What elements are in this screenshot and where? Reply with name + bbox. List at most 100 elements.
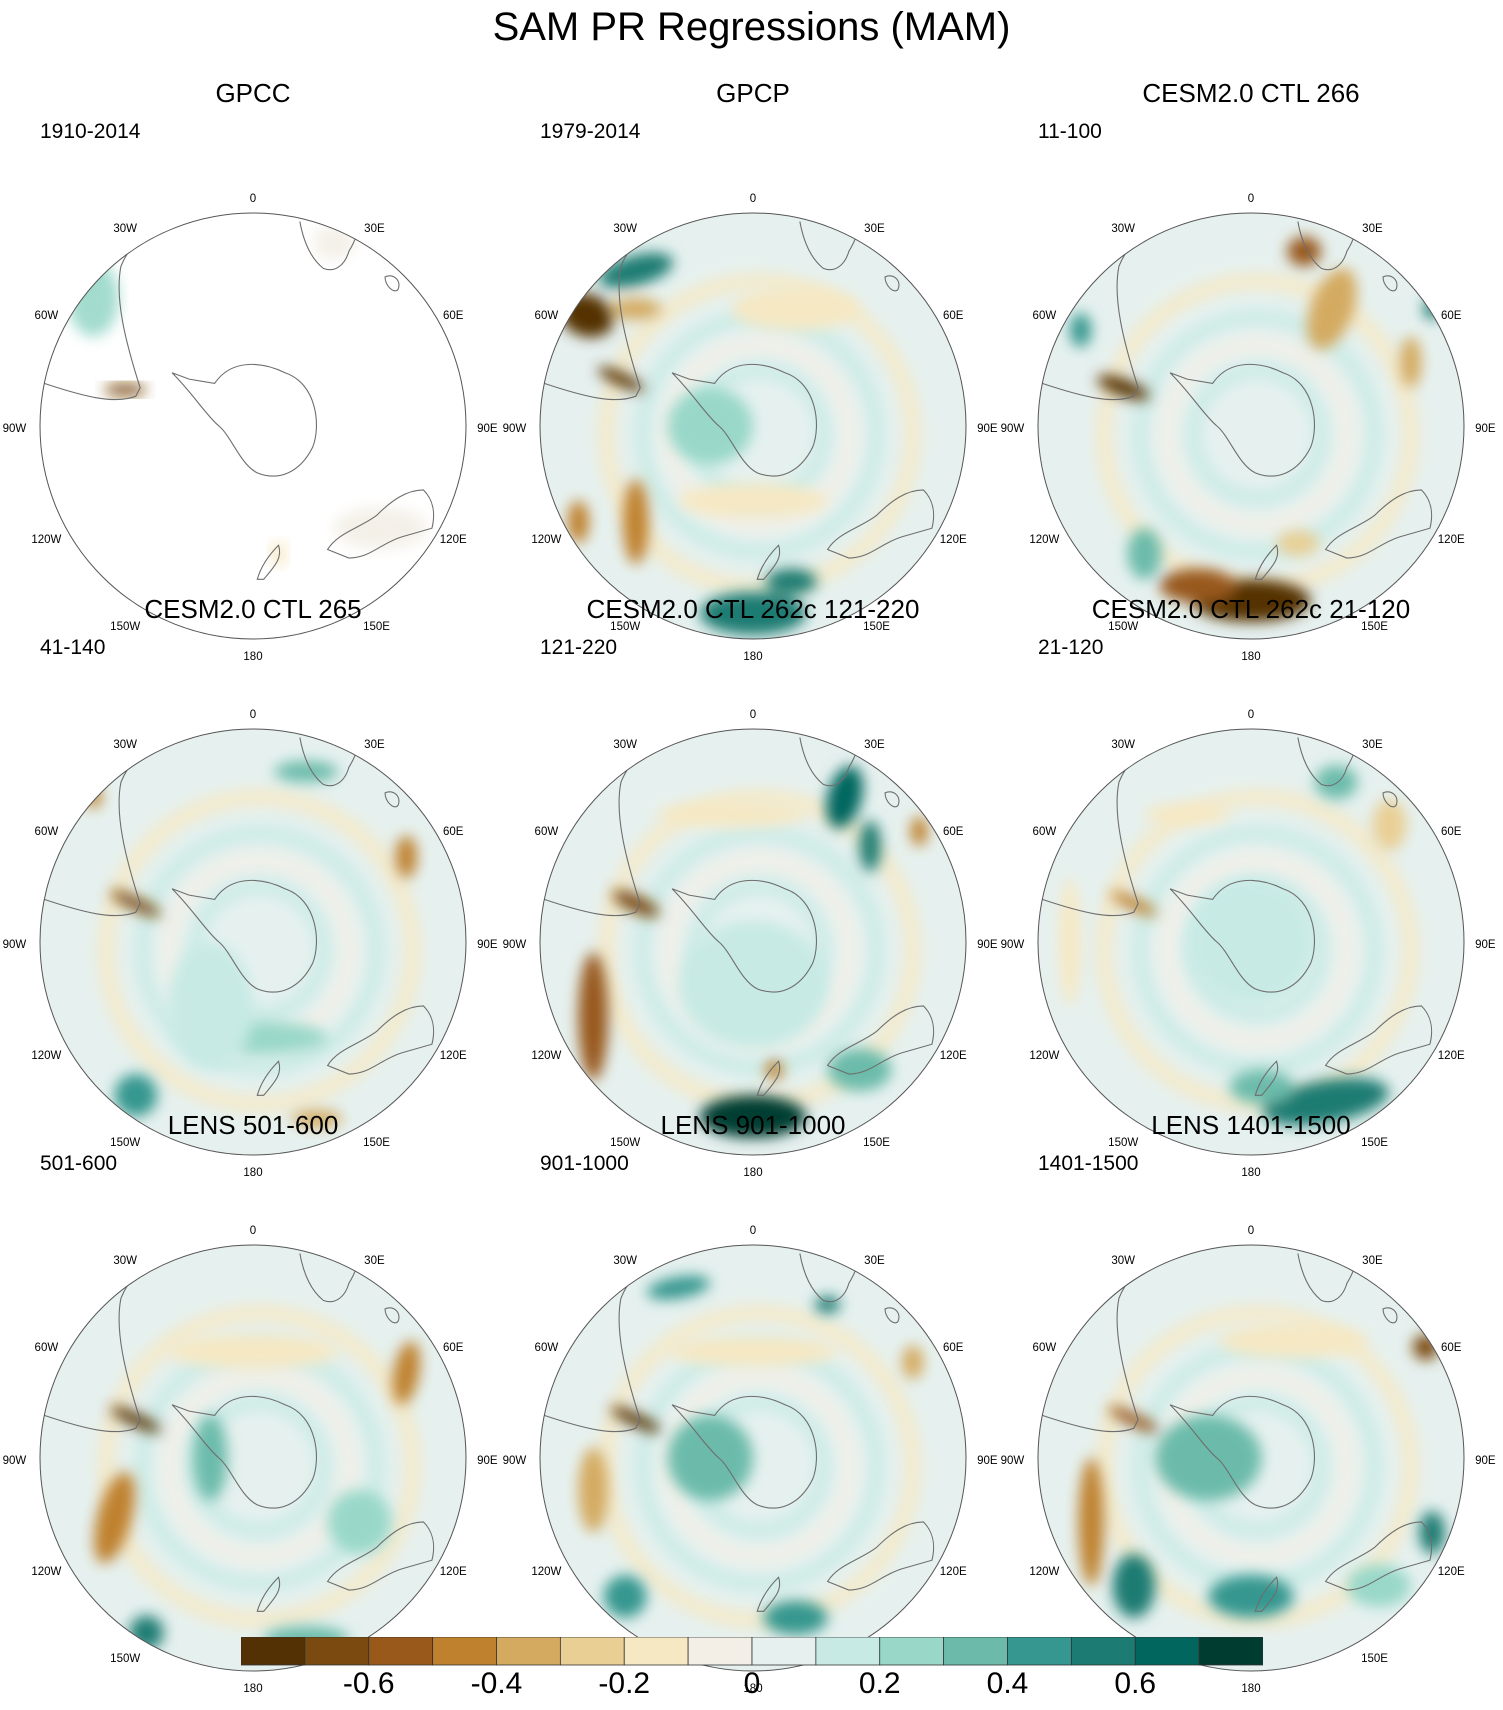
longitude-label: 120W <box>31 534 61 546</box>
longitude-label: 180 <box>1241 1683 1260 1695</box>
panel-period-label: 1910-2014 <box>40 120 141 143</box>
longitude-label: 90E <box>977 939 998 951</box>
anomaly-region <box>167 942 253 1070</box>
longitude-label: 150E <box>1361 1137 1388 1149</box>
anomaly-region <box>765 568 817 595</box>
anomaly-region <box>814 1296 841 1314</box>
anomaly-region <box>392 1341 421 1405</box>
longitude-label: 90W <box>3 939 27 951</box>
coastline <box>1254 1060 1279 1096</box>
map-panel: GPCC 1910-2014 0 30E 60E 90E 120E 150E 180 150W 12… <box>0 78 498 663</box>
longitude-label: 120W <box>1029 534 1059 546</box>
anomaly-region <box>657 801 807 827</box>
longitude-label: 120E <box>940 1566 967 1578</box>
longitude-label: 180 <box>743 1683 762 1695</box>
anomaly-region <box>1069 313 1092 348</box>
coastline <box>884 275 900 292</box>
anomaly-region <box>667 1415 753 1501</box>
longitude-label: 60E <box>443 826 464 838</box>
longitude-label: 90E <box>477 1455 498 1467</box>
anomaly-region <box>1419 1511 1445 1554</box>
coastline <box>826 1521 935 1591</box>
longitude-label: 60W <box>1033 310 1057 322</box>
longitude-label: 90E <box>1475 939 1496 951</box>
map-panel: LENS 1401-1500 1401-1500 0 30E 60E 90E 120E 150… <box>998 1110 1496 1695</box>
longitude-label: 30W <box>113 739 137 751</box>
colorbar-segment <box>1007 1637 1072 1666</box>
longitude-label: 60W <box>535 310 559 322</box>
longitude-label: 30E <box>1362 739 1383 751</box>
longitude-label: 90E <box>1475 423 1496 435</box>
map-panel: CESM2.0 CTL 266 11-100 0 30E 60E 90E 120E 150E 1… <box>998 78 1496 663</box>
coastline <box>171 363 318 477</box>
longitude-label: 180 <box>243 651 262 663</box>
anomaly-region <box>1287 236 1322 267</box>
anomaly-region <box>1372 799 1407 851</box>
longitude-label: 30W <box>113 223 137 235</box>
longitude-label: 30W <box>1111 739 1135 751</box>
anomaly-region <box>578 1447 609 1533</box>
coastline <box>1169 879 1316 993</box>
longitude-label: 120E <box>440 1050 467 1062</box>
longitude-label: 150W <box>110 621 140 633</box>
colorbar-tick-label: 0.4 <box>986 1667 1029 1700</box>
colorbar-segment <box>1134 1637 1200 1666</box>
panel-period-label: 501-600 <box>40 1152 118 1175</box>
longitude-label: 0 <box>750 1225 756 1237</box>
longitude-label: 90W <box>1001 423 1025 435</box>
coastline <box>256 544 281 580</box>
longitude-label: 120E <box>440 534 467 546</box>
longitude-label: 30E <box>364 1255 385 1267</box>
longitude-label: 30E <box>864 739 885 751</box>
map-panel: CESM2.0 CTL 262c 121-220 121-220 0 30E 60E 90… <box>500 594 998 1179</box>
anomaly-region <box>678 920 828 1049</box>
panel-title: CESM2.0 CTL 262c 121-220 <box>586 594 920 624</box>
anomaly-region <box>1144 803 1230 825</box>
longitude-label: 120W <box>531 534 561 546</box>
longitude-label: 180 <box>243 1167 262 1179</box>
panel-period-label: 41-140 <box>40 636 106 659</box>
coastline <box>171 1395 318 1509</box>
colorbar-segment <box>1198 1637 1263 1666</box>
anomaly-region <box>859 820 881 872</box>
map-panel: CESM2.0 CTL 262c 21-120 21-120 0 30E 60E 90E 1… <box>998 594 1496 1179</box>
colorbar-segment <box>432 1637 497 1666</box>
longitude-label: 90E <box>1475 1455 1496 1467</box>
colorbar-segment <box>815 1637 881 1666</box>
panel-title: GPCP <box>716 78 790 108</box>
longitude-label: 150E <box>1361 1653 1388 1665</box>
anomaly-region <box>1127 528 1162 580</box>
colorbar-tick-label: -0.2 <box>598 1667 651 1700</box>
colorbar-segment <box>751 1637 817 1666</box>
coastline <box>1382 275 1398 292</box>
longitude-label: 60E <box>1441 826 1462 838</box>
longitude-label: 120E <box>940 1050 967 1062</box>
anomaly-region <box>610 298 662 320</box>
coastline <box>1169 363 1316 477</box>
longitude-label: 120E <box>440 1566 467 1578</box>
anomaly-region <box>699 1095 807 1138</box>
longitude-label: 0 <box>1248 1225 1254 1237</box>
panel-title: CESM2.0 CTL 266 <box>1142 78 1360 108</box>
longitude-label: 30W <box>1111 1255 1135 1267</box>
colorbar-tick-label: -0.6 <box>342 1667 395 1700</box>
longitude-label: 60W <box>35 826 59 838</box>
longitude-label: 90W <box>1001 939 1025 951</box>
longitude-label: 30E <box>1362 1255 1383 1267</box>
longitude-label: 150W <box>110 1137 140 1149</box>
longitude-label: 60W <box>1033 1342 1057 1354</box>
longitude-label: 60W <box>535 826 559 838</box>
colorbar-segment <box>879 1637 945 1666</box>
anomaly-region <box>1412 1334 1439 1361</box>
longitude-label: 150W <box>110 1653 140 1665</box>
longitude-label: 90E <box>977 423 998 435</box>
colorbar-segment <box>559 1637 625 1666</box>
anomaly-region <box>699 592 807 635</box>
panel-period-label: 11-100 <box>1038 120 1102 143</box>
longitude-label: 60E <box>943 1342 964 1354</box>
longitude-label: 30W <box>113 1255 137 1267</box>
longitude-label: 90W <box>3 1455 27 1467</box>
